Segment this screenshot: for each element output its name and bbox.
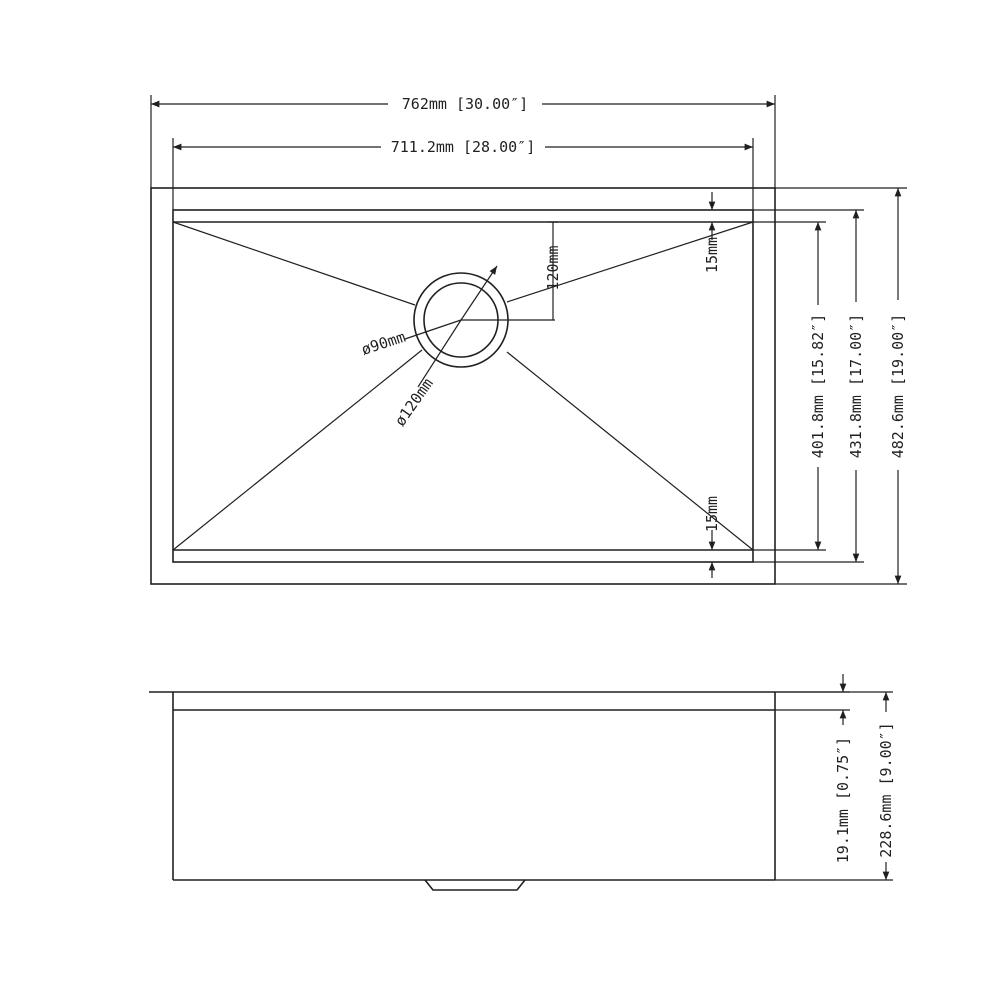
slope-line-br (506, 351, 754, 551)
flange-height-label: 19.1mm [0.75″] (834, 737, 852, 863)
total-height-label: 228.6mm [9.00″] (877, 722, 895, 857)
drain-inner-dia-label: ø90mm (359, 328, 408, 359)
dim-flange: 19.1mm [0.75″] (775, 674, 852, 863)
dim-overall-depth: 482.6mm [19.00″] (775, 187, 907, 585)
drain-stub (424, 879, 526, 891)
ledge-bottom-label: 15mm (703, 496, 721, 532)
bowl-outline (172, 209, 754, 563)
dim-overall-width: 762mm [30.00″] (150, 95, 776, 188)
bowl-depth-label: 431.8mm [17.00″] (847, 314, 865, 459)
bowl-width-label: 711.2mm [28.00″] (391, 138, 536, 156)
dim-bowl-width: 711.2mm [28.00″] (172, 138, 754, 210)
overall-width-label: 762mm [30.00″] (402, 95, 528, 113)
drain-leader-left (404, 319, 462, 340)
ledge-top-label: 15mm (703, 237, 721, 273)
drain-leader-down (417, 319, 462, 388)
dim-ledge-bottom: 15mm (703, 496, 721, 578)
inner-depth-label: 401.8mm [15.82″] (809, 314, 827, 459)
drain-outer-dia-label: ø120mm (391, 375, 437, 430)
dim-total-height: 228.6mm [9.00″] (775, 691, 895, 881)
dim-bowl-depth: 431.8mm [17.00″] (753, 209, 865, 563)
overall-depth-label: 482.6mm [19.00″] (889, 314, 907, 459)
dim-inner-depth: 401.8mm [15.82″] (753, 221, 827, 551)
drain-offset-label: 120mm (544, 245, 562, 290)
drain-leader-up (460, 265, 498, 321)
top-view (150, 187, 776, 585)
dim-drain-offset: 120mm (544, 221, 562, 320)
outer-rim (150, 187, 776, 585)
dim-ledge-top: 15mm (703, 192, 721, 273)
slope-line-tl (172, 221, 416, 306)
side-view (149, 691, 776, 891)
slope-line-bl (172, 349, 423, 551)
